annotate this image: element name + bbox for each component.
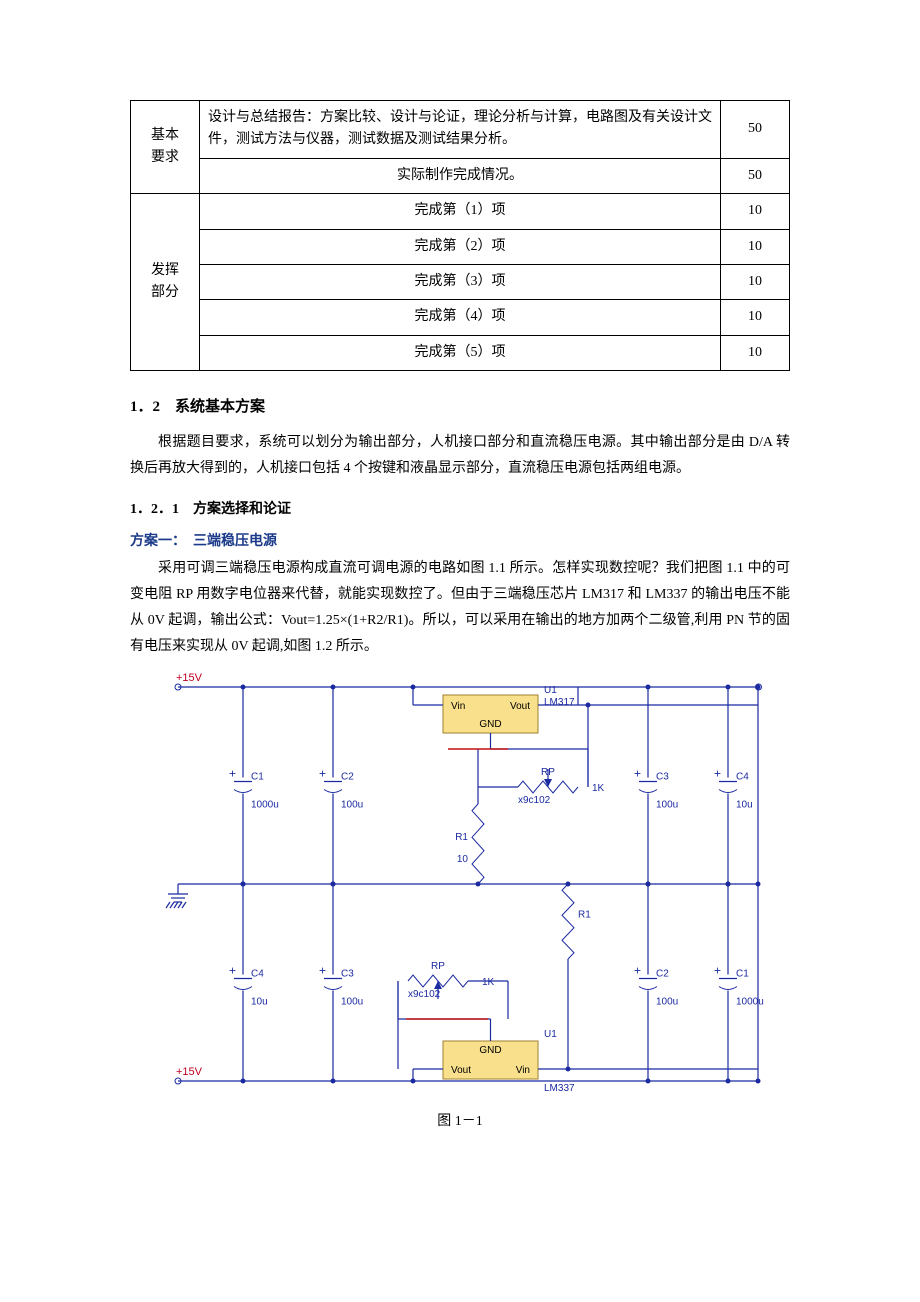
svg-text:+: +: [229, 964, 236, 978]
svg-text:+: +: [229, 767, 236, 781]
svg-text:C1: C1: [251, 772, 264, 783]
svg-text:R1: R1: [455, 832, 468, 843]
basic-req-pts-1: 50: [721, 101, 790, 159]
svg-text:100u: 100u: [656, 997, 678, 1008]
para-1-2: 根据题目要求，系统可以划分为输出部分，人机接口部分和直流稳压电源。其中输出部分是…: [130, 430, 790, 482]
extra-item-4: 完成第（4）项: [200, 300, 721, 335]
scoring-table: 基本 要求 设计与总结报告：方案比较、设计与论证，理论分析与计算，电路图及有关设…: [130, 100, 790, 371]
extra-pts-3: 10: [721, 264, 790, 299]
svg-text:+: +: [634, 964, 641, 978]
extra-item-1: 完成第（1）项: [200, 194, 721, 229]
svg-text:+: +: [634, 767, 641, 781]
svg-text:+: +: [319, 964, 326, 978]
svg-text:U1: U1: [544, 685, 557, 696]
scheme-1-body: 采用可调三端稳压电源构成直流可调电源的电路如图 1.1 所示。怎样实现数控呢？我…: [130, 556, 790, 660]
svg-text:C4: C4: [736, 772, 749, 783]
svg-text:C2: C2: [656, 969, 669, 980]
extra-pts-1: 10: [721, 194, 790, 229]
svg-text:C4: C4: [251, 969, 264, 980]
svg-text:U1: U1: [544, 1029, 557, 1040]
basic-req-label: 基本 要求: [131, 101, 200, 194]
svg-text:C3: C3: [341, 969, 354, 980]
circuit-diagram: +15V+15VU1LM317VinVoutGND+C11000u+C2100u…: [148, 669, 788, 1104]
svg-text:C1: C1: [736, 969, 749, 980]
heading-1-2-1: 1．2．1 方案选择和论证: [130, 498, 790, 518]
svg-text:GND: GND: [479, 1045, 501, 1056]
extra-item-3: 完成第（3）项: [200, 264, 721, 299]
svg-text:1000u: 1000u: [736, 997, 764, 1008]
extra-item-5: 完成第（5）项: [200, 335, 721, 370]
extra-item-2: 完成第（2）项: [200, 229, 721, 264]
svg-text:1000u: 1000u: [251, 800, 279, 811]
extra-pts-5: 10: [721, 335, 790, 370]
basic-req-desc-2: 实际制作完成情况。: [200, 158, 721, 193]
svg-text:GND: GND: [479, 719, 501, 730]
svg-text:Vout: Vout: [510, 701, 530, 712]
svg-text:C3: C3: [656, 772, 669, 783]
heading-1-2: 1．2 系统基本方案: [130, 395, 790, 416]
svg-text:1K: 1K: [482, 977, 495, 988]
svg-text:10u: 10u: [736, 800, 753, 811]
svg-text:Vin: Vin: [451, 701, 465, 712]
svg-text:+15V: +15V: [176, 1066, 203, 1078]
svg-text:LM317: LM317: [544, 697, 575, 708]
svg-text:x9c102: x9c102: [518, 795, 551, 806]
svg-text:Vout: Vout: [451, 1065, 471, 1076]
svg-text:C2: C2: [341, 772, 354, 783]
extra-pts-2: 10: [721, 229, 790, 264]
svg-text:10u: 10u: [251, 997, 268, 1008]
svg-text:100u: 100u: [656, 800, 678, 811]
svg-text:10: 10: [457, 854, 469, 865]
svg-text:x9c102: x9c102: [408, 989, 441, 1000]
svg-text:LM337: LM337: [544, 1083, 575, 1094]
svg-text:RP: RP: [431, 961, 445, 972]
svg-text:R1: R1: [578, 910, 591, 921]
scheme-1-title: 方案一： 三端稳压电源: [130, 530, 790, 550]
basic-req-pts-2: 50: [721, 158, 790, 193]
svg-text:+: +: [319, 767, 326, 781]
extra-label: 发挥 部分: [131, 194, 200, 371]
svg-text:+: +: [714, 767, 721, 781]
svg-text:100u: 100u: [341, 800, 363, 811]
svg-text:Vin: Vin: [516, 1065, 530, 1076]
svg-text:100u: 100u: [341, 997, 363, 1008]
svg-text:1K: 1K: [592, 783, 605, 794]
svg-text:+: +: [714, 964, 721, 978]
extra-pts-4: 10: [721, 300, 790, 335]
svg-text:+15V: +15V: [176, 672, 203, 684]
figure-caption: 图 1－1: [130, 1110, 790, 1130]
basic-req-desc-1: 设计与总结报告：方案比较、设计与论证，理论分析与计算，电路图及有关设计文件，测试…: [200, 101, 721, 159]
